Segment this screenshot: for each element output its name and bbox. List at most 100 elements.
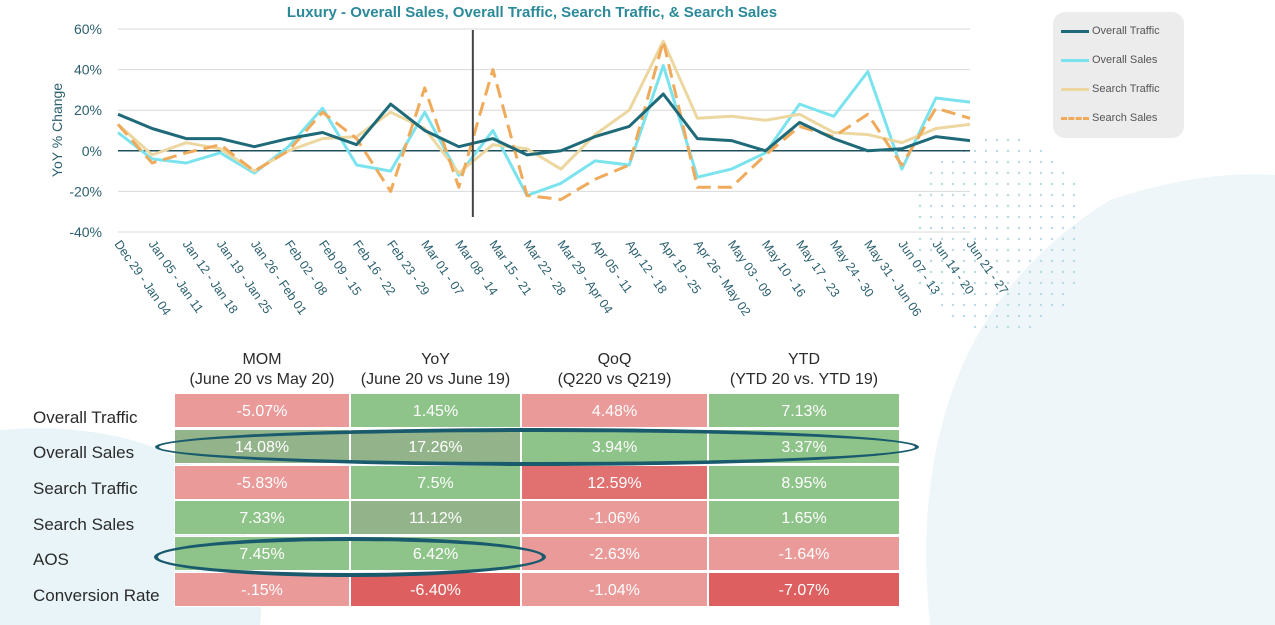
decor-dot	[1017, 270, 1021, 274]
decor-dot	[962, 303, 966, 307]
y-tick-label: -20%	[69, 183, 102, 199]
row-label-conversion-rate: Conversion Rate	[33, 586, 160, 605]
decor-dot	[973, 303, 977, 307]
decor-dot	[918, 281, 922, 285]
decor-dot	[951, 226, 955, 230]
decor-dot	[995, 281, 999, 285]
decor-dot	[973, 171, 977, 175]
y-tick-label: 60%	[74, 21, 102, 37]
decor-dot	[940, 226, 944, 230]
legend-swatch	[1061, 116, 1089, 120]
decor-dot	[995, 237, 999, 241]
table-cell: -7.07%	[708, 572, 900, 607]
y-tick-label: -40%	[69, 224, 102, 240]
decor-dot	[940, 292, 944, 296]
table-cell: 7.33%	[174, 500, 350, 535]
dot-pattern	[918, 138, 1076, 329]
decor-dot	[929, 281, 933, 285]
decor-dot	[962, 248, 966, 252]
decor-dot	[918, 248, 922, 252]
decor-dot	[1039, 259, 1043, 263]
decor-dot	[929, 171, 933, 175]
decor-dot	[1050, 237, 1054, 241]
column-title: MOM	[242, 351, 282, 368]
legend-item-search-traffic: Search Traffic	[1061, 79, 1160, 99]
decor-dot	[995, 314, 999, 318]
decor-dot	[940, 270, 944, 274]
decor-dot	[951, 259, 955, 263]
decor-dot	[962, 314, 966, 318]
table-cell: -1.64%	[708, 536, 900, 571]
decor-dot	[1017, 182, 1021, 186]
gridlines	[118, 28, 970, 233]
decor-dot	[1039, 314, 1043, 318]
decor-dot	[1017, 248, 1021, 252]
decor-dot	[1050, 160, 1054, 164]
decor-dot	[951, 171, 955, 175]
decor-dot	[1028, 281, 1032, 285]
decor-dot	[1061, 259, 1065, 263]
series-line-search-sales	[116, 39, 971, 201]
decor-dot	[1028, 226, 1032, 230]
decor-dot	[984, 193, 988, 197]
decor-dot	[962, 193, 966, 197]
table-cell: -5.07%	[174, 393, 350, 428]
decor-dot	[1039, 182, 1043, 186]
decor-dot	[951, 248, 955, 252]
decor-dot	[1028, 149, 1032, 153]
legend-item-overall-traffic: Overall Traffic	[1061, 21, 1160, 41]
legend-label: Overall Sales	[1092, 54, 1158, 66]
metrics-table: MOM (June 20 vs May 20) YoY (June 20 vs …	[0, 350, 1275, 625]
y-axis-label: YoY % Change	[49, 83, 65, 177]
row-label-aos: AOS	[33, 550, 69, 569]
decor-dot	[1072, 248, 1076, 252]
column-subtitle: (June 20 vs June 19)	[360, 371, 511, 388]
y-tick-label: 20%	[74, 102, 102, 118]
decor-dot	[962, 226, 966, 230]
decor-dot	[1028, 160, 1032, 164]
decor-dot	[1006, 171, 1010, 175]
y-tick-label: 0%	[82, 143, 102, 159]
decor-dot	[984, 325, 988, 329]
decor-dot	[940, 193, 944, 197]
legend-swatch	[1061, 58, 1089, 62]
table-cell: 12.59%	[521, 465, 708, 500]
decor-dot	[1006, 182, 1010, 186]
decor-dot	[951, 204, 955, 208]
table-cell: -2.63%	[521, 536, 708, 571]
row-label-search-sales: Search Sales	[33, 515, 135, 534]
decor-dot	[984, 138, 988, 142]
decor-dot	[973, 270, 977, 274]
decor-dot	[1039, 248, 1043, 252]
table-cell: 7.5%	[350, 465, 521, 500]
decor-dot	[1006, 325, 1010, 329]
decor-dot	[995, 292, 999, 296]
decor-dot	[929, 259, 933, 263]
decor-dot	[1039, 160, 1043, 164]
decor-dot	[962, 171, 966, 175]
decor-dot	[1050, 226, 1054, 230]
decor-dot	[940, 303, 944, 307]
decor-dot	[1050, 171, 1054, 175]
decor-dot	[973, 204, 977, 208]
decor-dot	[962, 215, 966, 219]
highlight-ellipse-overall-sales	[155, 428, 919, 466]
decor-dot	[1017, 314, 1021, 318]
decor-dot	[1039, 171, 1043, 175]
decor-dot	[995, 270, 999, 274]
decor-dot	[929, 237, 933, 241]
decor-dot	[1039, 281, 1043, 285]
decor-dot	[1039, 226, 1043, 230]
decor-dot	[1061, 303, 1065, 307]
decor-dot	[973, 149, 977, 153]
column-header-yoy: YoY (June 20 vs June 19)	[350, 350, 521, 390]
decor-dot	[1017, 226, 1021, 230]
decor-dot	[1006, 237, 1010, 241]
decor-dot	[929, 292, 933, 296]
decor-dot	[1050, 193, 1054, 197]
series-line-overall-traffic	[117, 92, 971, 157]
decor-dot	[1017, 160, 1021, 164]
decor-dot	[962, 270, 966, 274]
decor-dot	[1006, 270, 1010, 274]
